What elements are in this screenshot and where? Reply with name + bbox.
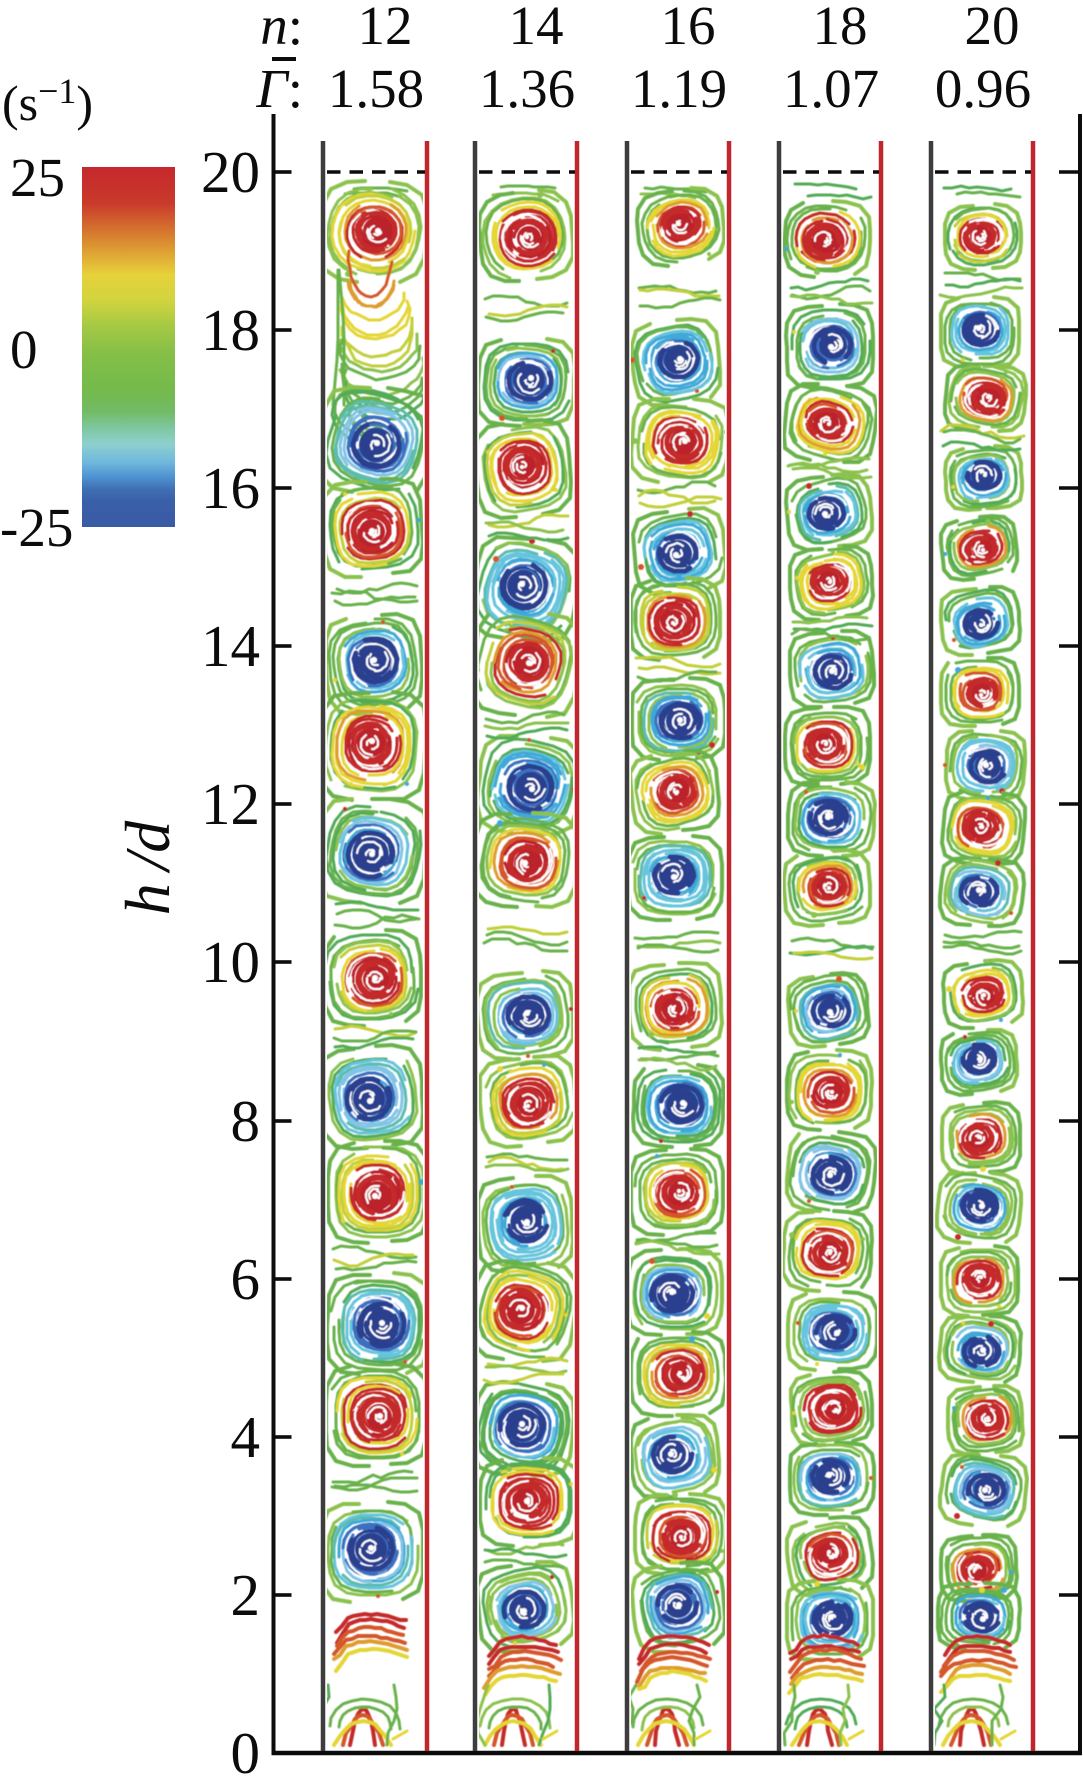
svg-text:6: 6 [231, 1246, 261, 1312]
svg-text:14: 14 [201, 613, 260, 679]
svg-text:12: 12 [201, 771, 260, 837]
svg-text:h /d: h /d [112, 820, 183, 916]
svg-text:Γ:: Γ: [255, 58, 303, 119]
svg-text:n:: n: [260, 0, 303, 56]
svg-text:1.58: 1.58 [328, 58, 424, 119]
svg-text:14: 14 [509, 0, 564, 56]
svg-text:4: 4 [231, 1404, 261, 1470]
svg-text:0: 0 [231, 1720, 261, 1779]
svg-text:8: 8 [231, 1088, 261, 1154]
svg-text:16: 16 [201, 455, 260, 521]
svg-text:12: 12 [358, 0, 413, 56]
svg-text:18: 18 [813, 0, 868, 56]
svg-text:25: 25 [10, 147, 65, 208]
svg-text:2: 2 [231, 1562, 261, 1628]
svg-text:1.36: 1.36 [479, 58, 575, 119]
svg-text:16: 16 [661, 0, 716, 56]
svg-text:20: 20 [201, 139, 260, 205]
svg-text:10: 10 [201, 929, 260, 995]
svg-text:-25: -25 [0, 497, 73, 558]
svg-text:0: 0 [10, 319, 38, 380]
svg-text:1.07: 1.07 [783, 58, 879, 119]
svg-text:20: 20 [965, 0, 1020, 56]
svg-text:0.96: 0.96 [935, 58, 1031, 119]
svg-text:1.19: 1.19 [631, 58, 727, 119]
svg-text:18: 18 [201, 297, 260, 363]
